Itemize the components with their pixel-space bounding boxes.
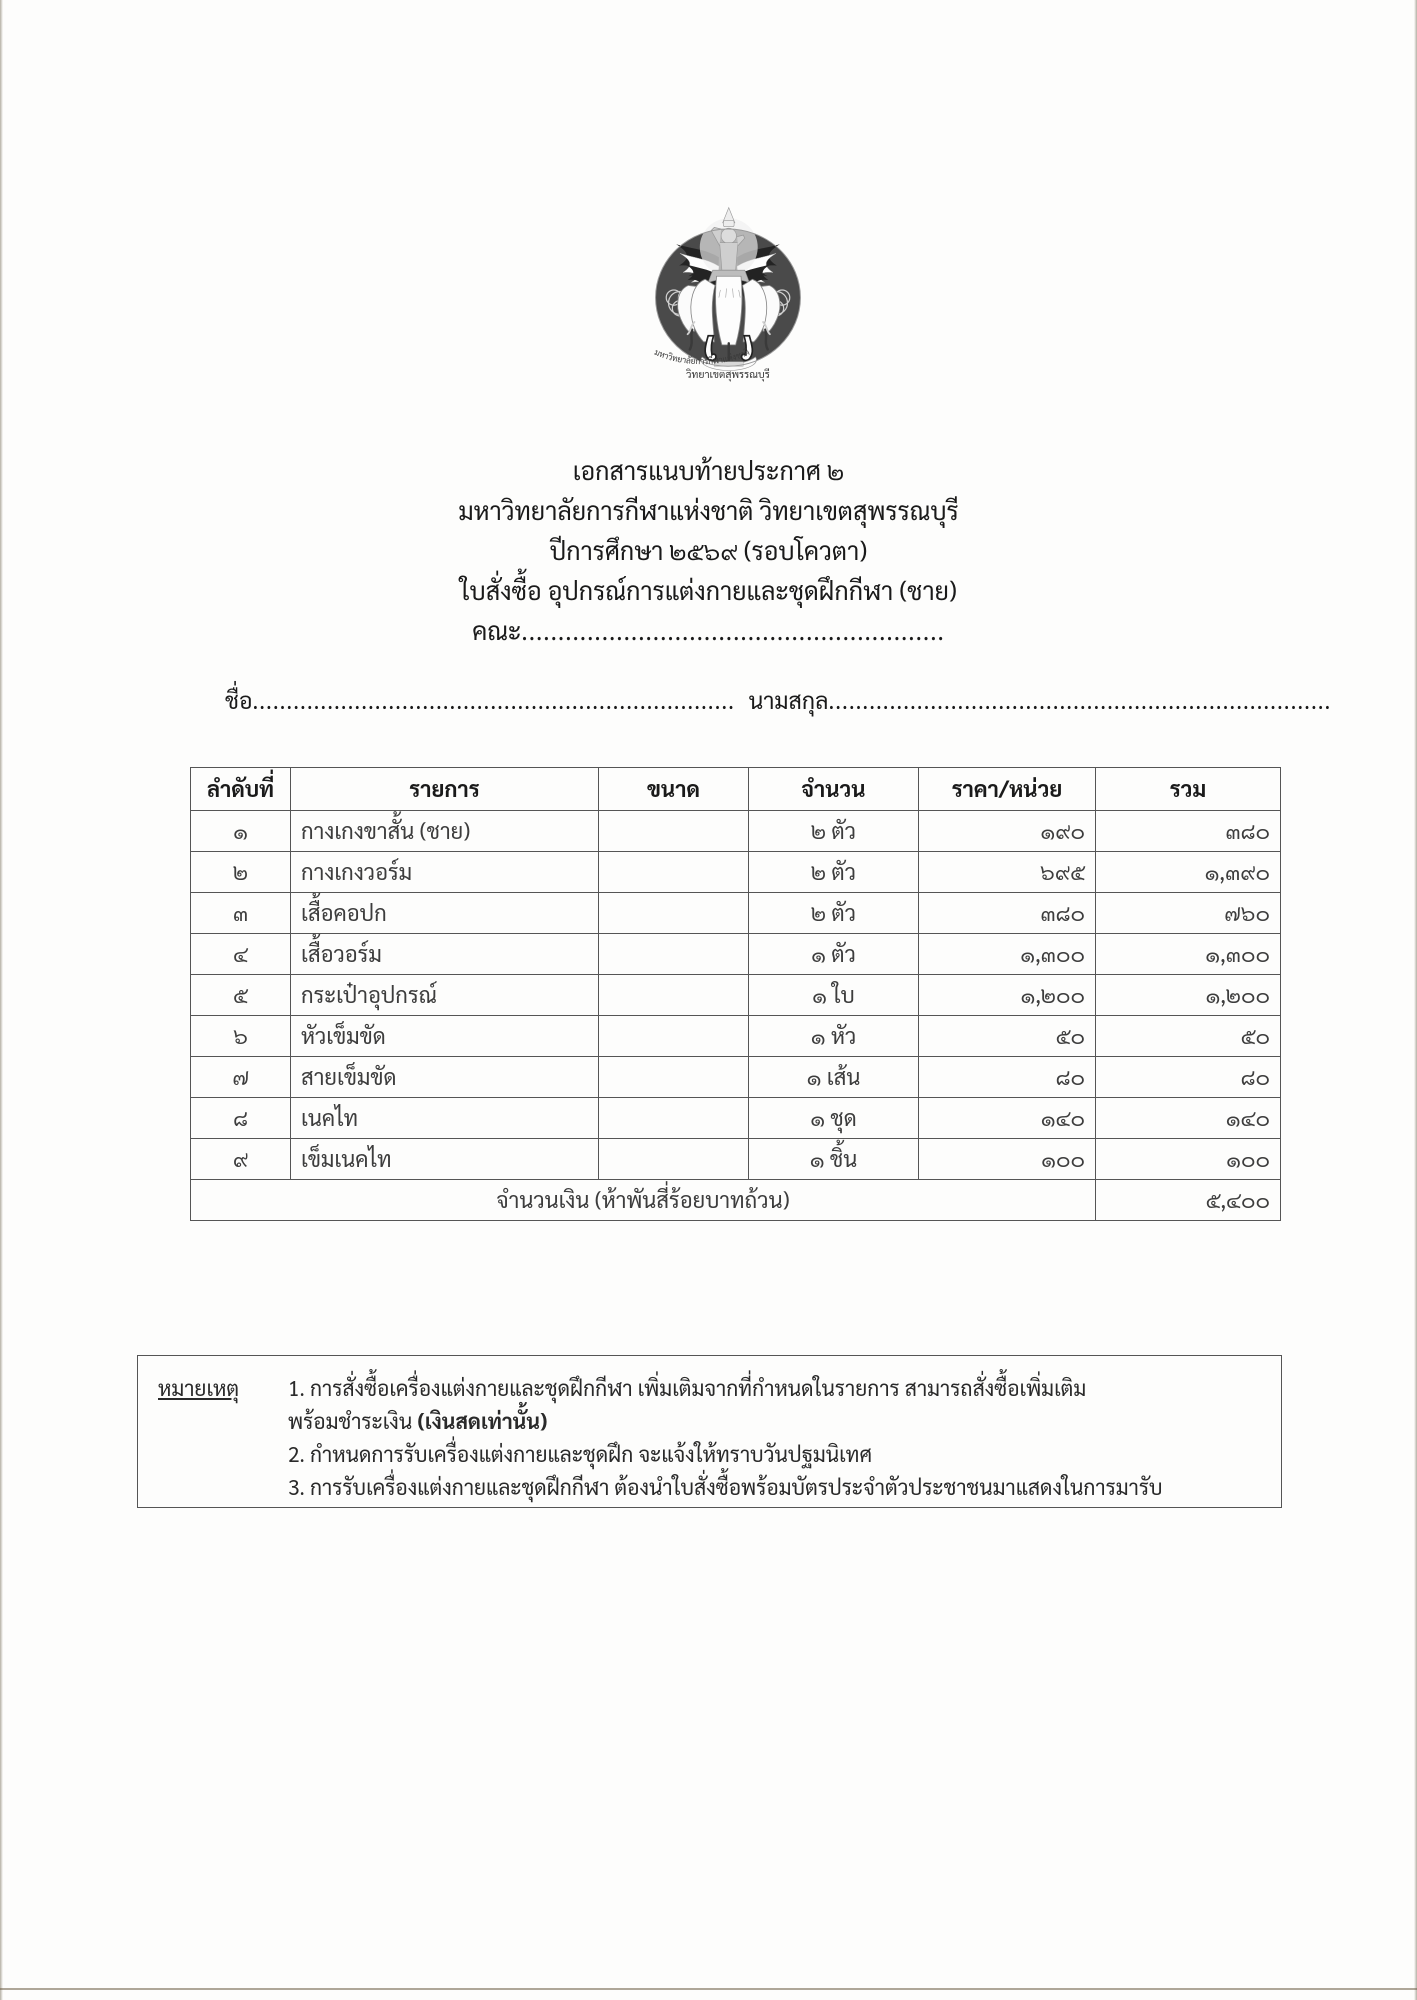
svg-text:มหาวิทยาลัยการกีฬาแห่งชาติ: มหาวิทยาลัยการกีฬาแห่งชาติ bbox=[653, 346, 751, 366]
